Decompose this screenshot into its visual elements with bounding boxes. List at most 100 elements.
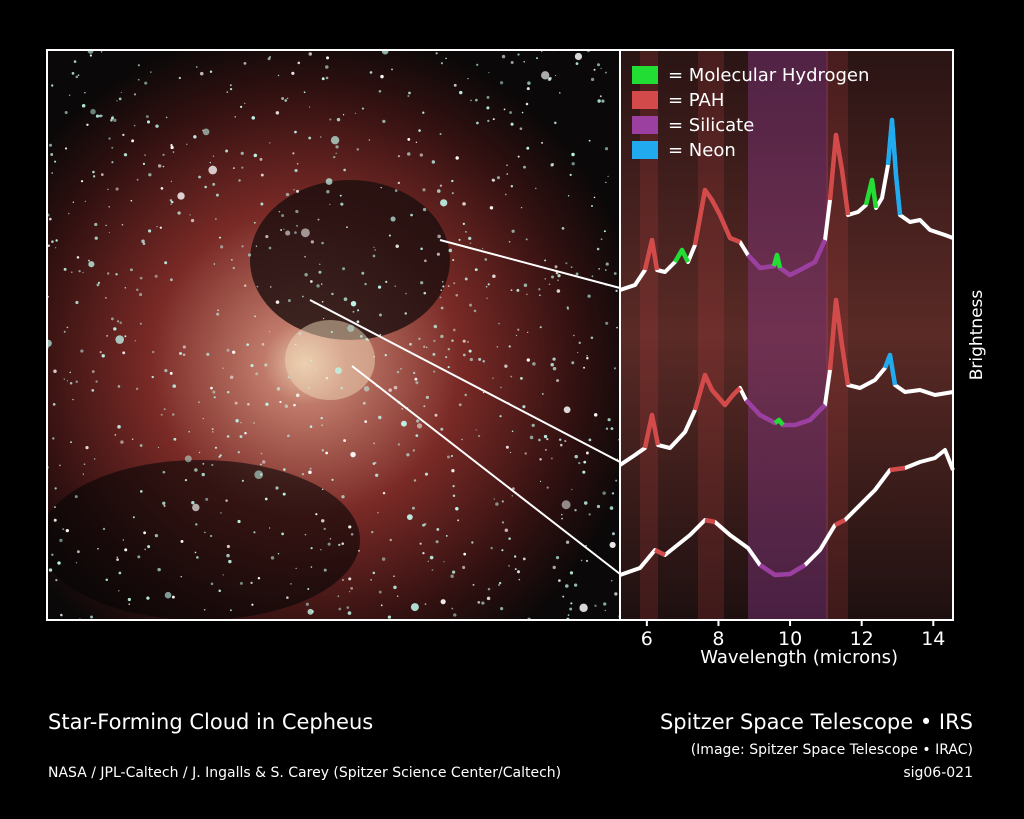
star [348,590,351,593]
star [184,455,192,463]
star [172,151,175,153]
star [75,75,79,79]
star [51,553,54,556]
star [522,405,526,409]
image-id: sig06-021 [903,765,973,781]
star [210,582,214,586]
star [521,111,524,114]
star [253,153,258,158]
star [585,451,589,455]
star [436,252,440,256]
star [517,328,520,331]
nebula-image [47,50,620,620]
star [391,68,393,71]
star [89,54,92,57]
star [320,136,322,138]
star [486,297,488,299]
star [184,478,188,482]
star [359,334,363,338]
star [476,121,479,125]
star [122,351,126,355]
star [476,63,479,66]
star [554,74,557,77]
star [295,209,299,214]
star [519,127,523,130]
star [397,443,401,446]
star [508,537,511,540]
spectrum-feature [889,465,906,473]
star [59,538,63,543]
legend-label: = Silicate [668,115,754,136]
star [137,78,140,81]
star [523,165,526,169]
star [465,231,467,233]
star [330,135,340,145]
star [95,380,98,383]
star [340,202,344,206]
star [87,259,90,262]
star [64,111,68,115]
star [136,178,139,181]
star [247,402,250,406]
star [102,527,106,531]
star [48,143,53,147]
star [170,203,172,205]
star [204,531,206,534]
star [605,181,607,184]
star [611,492,615,495]
star [416,423,423,429]
star [548,283,551,286]
star [370,579,372,581]
star [397,181,401,185]
star [515,334,518,337]
star [318,270,322,274]
star [164,261,168,265]
star [255,245,258,247]
star [165,116,168,119]
star [462,565,466,570]
star [394,189,398,192]
star [66,380,68,382]
star [605,262,609,266]
star [535,57,538,60]
star [229,84,232,87]
star [204,185,207,189]
star [580,559,583,562]
star [548,76,552,80]
star [142,162,146,165]
star [155,124,159,128]
star [139,293,143,297]
star [544,278,546,280]
star [433,370,436,373]
star [440,306,444,310]
star [493,498,495,500]
star [160,187,164,190]
star [486,596,491,601]
star [492,377,494,379]
star [525,102,529,106]
star [487,119,490,123]
star [294,130,297,134]
star [162,165,165,168]
star [220,512,222,514]
star [119,321,122,325]
star [117,589,120,592]
star [99,351,102,354]
star [462,222,465,226]
legend-swatch [632,141,658,159]
star [279,400,282,404]
legend-swatch [632,116,658,134]
star [384,353,387,357]
star [388,388,392,392]
star [218,589,221,593]
star [275,111,280,115]
star [144,154,146,156]
x-axis: 6 8 10 12 14 [641,620,945,650]
star [453,613,457,617]
pointer-lines [309,239,621,575]
star [541,71,550,80]
star [81,104,86,108]
star [195,523,198,526]
star [510,122,514,126]
star [97,281,101,284]
